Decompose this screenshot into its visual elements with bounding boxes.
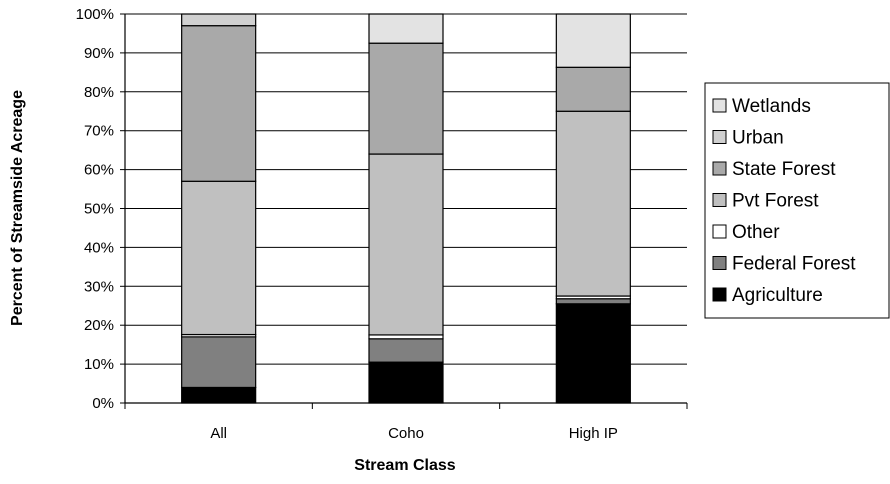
bar-segment-federal-forest (368, 338, 444, 363)
bar-segment-pvt-forest (555, 110, 631, 297)
y-axis-title: Percent of Streamside Acreage (9, 90, 26, 326)
bar-segment-wetlands (368, 13, 444, 44)
x-tick-label: Coho (388, 425, 424, 442)
y-tick-label: 100% (76, 6, 114, 23)
legend-swatch (712, 287, 727, 302)
bar-segment-federal-forest (181, 336, 257, 389)
legend-items: Wetlands Urban State Forest Pvt Forest Other… (712, 96, 856, 306)
bar-segment-state-forest (555, 66, 631, 112)
x-tick-label: All (210, 425, 227, 442)
legend-label: Agriculture (732, 285, 823, 306)
legend-label: Wetlands (732, 96, 811, 117)
bar-segment-agriculture (181, 386, 257, 404)
axes: 0% 10% 20% 30% 40% 50% 60% 70% 80% 90% 100% All Coho… (76, 6, 688, 442)
legend-swatch (712, 256, 727, 270)
x-axis-title: Stream Class (354, 457, 455, 474)
legend-label: Other (732, 222, 780, 243)
y-tick-label: 20% (84, 317, 114, 334)
bar-segment-state-forest (368, 42, 444, 155)
legend-swatch (712, 130, 727, 144)
legend-swatch (712, 161, 727, 176)
legend-label: Federal Forest (732, 254, 856, 275)
y-tick-label: 40% (84, 239, 114, 256)
legend: Wetlands Urban State Forest Pvt Forest Other… (704, 82, 890, 319)
bars (181, 13, 631, 404)
legend-swatch (712, 224, 727, 239)
x-tick-label: High IP (569, 425, 618, 442)
y-tick-label: 10% (84, 356, 114, 373)
bar-segment-state-forest (181, 25, 257, 182)
y-tick-label: 70% (84, 123, 114, 140)
legend-label: Urban (732, 128, 784, 149)
legend-label: State Forest (732, 159, 836, 180)
bar-segment-urban (181, 13, 257, 27)
bar-segment-wetlands (555, 13, 631, 68)
y-tick-label: 30% (84, 278, 114, 295)
bar-segment-agriculture (555, 303, 631, 404)
legend-label: Pvt Forest (732, 191, 819, 212)
bar-segment-pvt-forest (181, 180, 257, 336)
legend-swatch (712, 98, 727, 113)
y-tick-label: 80% (84, 84, 114, 101)
y-tick-label: 50% (84, 201, 114, 218)
y-tick-label: 90% (84, 45, 114, 62)
y-tick-label: 60% (84, 162, 114, 179)
y-tick-label: 0% (92, 395, 114, 412)
bar-segment-agriculture (368, 361, 444, 404)
bar-segment-federal-forest (555, 298, 631, 305)
bar-segment-pvt-forest (368, 153, 444, 336)
legend-swatch (712, 193, 727, 207)
legend-frame (704, 82, 890, 319)
